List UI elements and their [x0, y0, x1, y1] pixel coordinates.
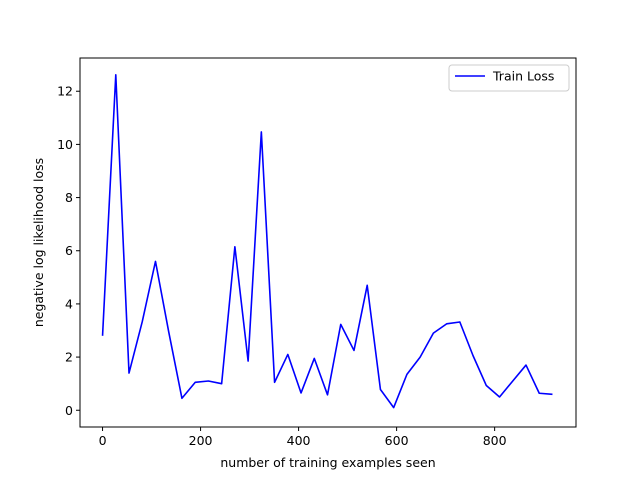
plot-area — [101, 73, 553, 409]
y-tick-label: 0 — [65, 403, 73, 418]
y-tick-label: 12 — [57, 84, 73, 99]
legend: Train Loss — [448, 64, 570, 92]
x-axis-label: number of training examples seen — [220, 455, 435, 470]
y-tick-label: 4 — [65, 296, 73, 311]
axes-frame — [79, 57, 577, 428]
x-axis-ticks: 0 200 400 600 800 — [99, 427, 507, 448]
series-line-0 — [101, 73, 553, 409]
y-axis-label: negative log likelihood loss — [31, 158, 46, 327]
y-axis-ticks: 0 2 4 6 8 10 12 — [57, 84, 80, 418]
x-tick-label: 200 — [189, 433, 213, 448]
y-tick-label: 10 — [57, 137, 73, 152]
y-tick-label: 2 — [65, 350, 73, 365]
y-tick-label: 6 — [65, 243, 73, 258]
legend-label-train-loss: Train Loss — [492, 69, 554, 84]
legend-box — [448, 64, 570, 92]
x-tick-label: 0 — [99, 433, 107, 448]
x-tick-label: 400 — [287, 433, 311, 448]
x-tick-label: 600 — [385, 433, 409, 448]
x-tick-label: 800 — [483, 433, 507, 448]
y-tick-label: 8 — [65, 190, 73, 205]
